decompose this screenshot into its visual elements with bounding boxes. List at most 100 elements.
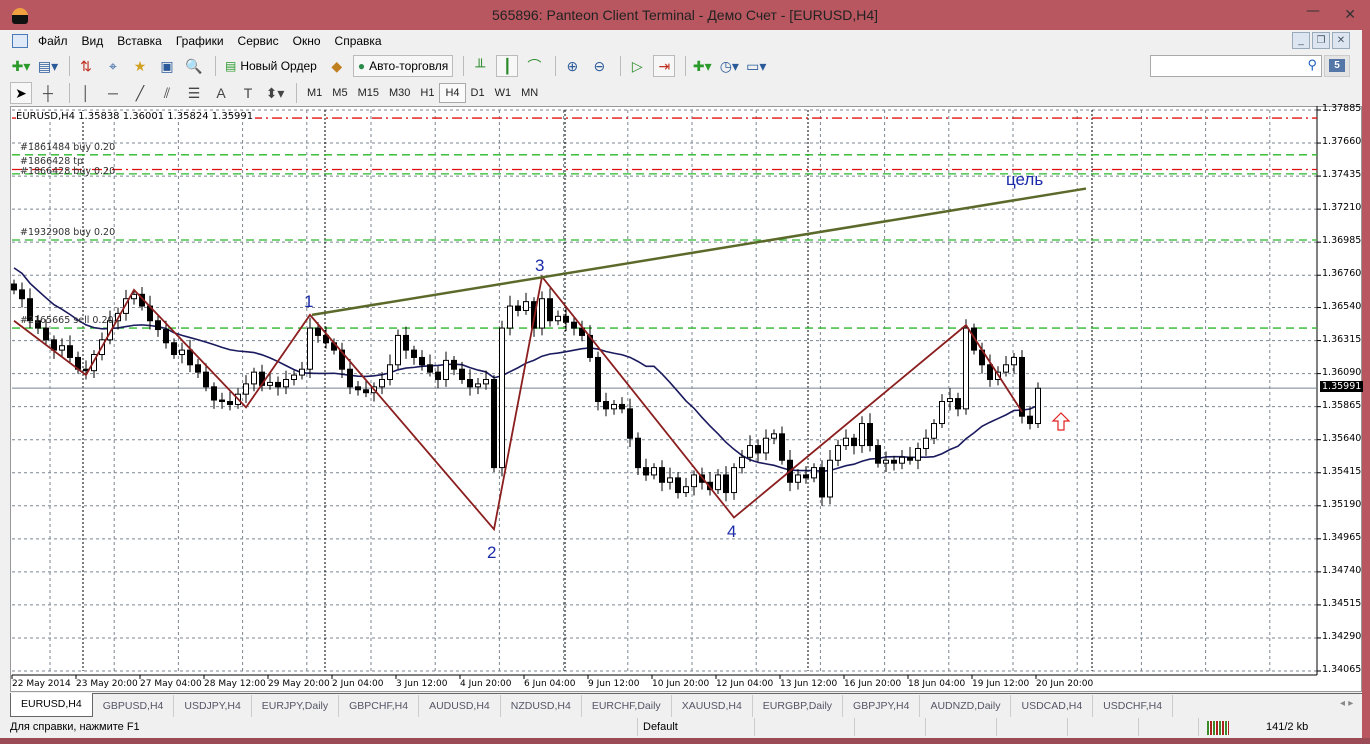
arrows-icon[interactable]: ⬍▾ xyxy=(265,84,285,101)
search-input[interactable]: ⚲ xyxy=(1150,55,1322,77)
timeframe-m15[interactable]: M15 xyxy=(357,87,379,99)
separator xyxy=(620,56,622,76)
chart-tab[interactable]: EURUSD,H4 xyxy=(10,693,93,717)
bar-chart-icon[interactable]: ╨ xyxy=(475,58,486,74)
new-chart-icon[interactable]: ✚▾ xyxy=(11,57,31,74)
order-label: #1932908 buy 0.20 xyxy=(20,226,116,238)
separator xyxy=(69,56,70,76)
cursor-icon[interactable]: ➤ xyxy=(10,82,32,104)
y-tick-label: 1.37435 xyxy=(1322,169,1362,181)
x-tick-label: 2 Jun 04:00 xyxy=(332,679,384,689)
timeframe-h4[interactable]: H4 xyxy=(439,83,466,103)
separator xyxy=(69,83,70,103)
chart-tab[interactable]: USDJPY,H4 xyxy=(174,695,252,717)
chart-tab[interactable]: NZDUSD,H4 xyxy=(501,695,582,717)
strategy-tester-icon[interactable]: 🔍 xyxy=(185,57,203,74)
search-icon[interactable]: ⚲ xyxy=(1307,57,1317,72)
timeframe-m30[interactable]: M30 xyxy=(388,87,411,99)
order-label: #2165665 sell 0.20 xyxy=(20,315,114,327)
wave-label: 3 xyxy=(535,256,545,275)
y-tick-label: 1.37210 xyxy=(1322,202,1362,214)
chart-window[interactable] xyxy=(10,106,1362,692)
chart-tab[interactable]: EURCHF,Daily xyxy=(582,695,672,717)
current-price-label: 1.35991 xyxy=(1320,381,1364,393)
y-tick-label: 1.36985 xyxy=(1322,235,1362,247)
menu-insert[interactable]: Вставка xyxy=(117,34,162,48)
zoom-out-icon[interactable]: ⊖ xyxy=(593,57,606,74)
text-icon[interactable]: A xyxy=(216,85,226,101)
y-tick-label: 1.34965 xyxy=(1322,531,1362,543)
mdi-minimize-button[interactable]: _ xyxy=(1292,32,1310,49)
menu-tools[interactable]: Сервис xyxy=(237,34,279,48)
title-bar: 565896: Panteon Client Terminal - Демо С… xyxy=(0,0,1370,30)
messages-button[interactable]: 5 xyxy=(1324,55,1350,77)
indicators-icon[interactable]: ✚▾ xyxy=(692,57,712,74)
horizontal-line-icon[interactable]: ─ xyxy=(108,85,118,101)
x-tick-label: 4 Jun 20:00 xyxy=(460,679,512,689)
chart-tab[interactable]: GBPUSD,H4 xyxy=(93,695,175,717)
menu-window[interactable]: Окно xyxy=(292,34,321,48)
new-order-button[interactable]: ▤ Новый Ордер xyxy=(221,55,321,77)
text-label-icon[interactable]: T xyxy=(243,85,253,101)
data-window-icon[interactable]: ⌖ xyxy=(109,57,117,74)
x-tick-label: 27 May 04:00 xyxy=(140,679,202,689)
chart-tab[interactable]: AUDUSD,H4 xyxy=(419,695,501,717)
vertical-line-icon[interactable]: │ xyxy=(81,85,91,101)
y-tick-label: 1.37660 xyxy=(1322,136,1362,148)
chart-tab[interactable]: EURJPY,Daily xyxy=(252,695,340,717)
metaeditor-icon[interactable]: ◆ xyxy=(331,57,343,74)
timeframe-w1[interactable]: W1 xyxy=(494,87,512,99)
y-tick-label: 1.35865 xyxy=(1322,399,1362,411)
timeframe-m1[interactable]: M1 xyxy=(307,87,323,99)
menu-help[interactable]: Справка xyxy=(334,34,382,48)
candlestick-icon[interactable]: ┃ xyxy=(496,55,519,77)
timeframe-h1[interactable]: H1 xyxy=(420,87,435,99)
status-profile: Default xyxy=(643,721,678,733)
chart-tab[interactable]: GBPJPY,H4 xyxy=(843,695,921,717)
profiles-icon[interactable]: ▤▾ xyxy=(37,57,59,74)
tab-scroll-arrows[interactable]: ◂ ▸ xyxy=(1340,698,1354,709)
chart-tab[interactable]: GBPCHF,H4 xyxy=(339,695,420,717)
equidistant-channel-icon[interactable]: ⫽ xyxy=(163,84,171,101)
mdi-close-button[interactable]: ✕ xyxy=(1332,32,1350,49)
y-tick-label: 1.37885 xyxy=(1322,103,1362,114)
separator xyxy=(215,56,216,76)
new-order-icon: ▤ xyxy=(225,59,237,73)
terminal-icon[interactable]: ▣ xyxy=(160,57,174,74)
chart-tab[interactable]: XAUUSD,H4 xyxy=(672,695,753,717)
x-tick-label: 16 Jun 20:00 xyxy=(844,679,902,689)
chart-tab[interactable]: USDCHF,H4 xyxy=(1093,695,1174,717)
line-chart-icon[interactable]: ⌒ xyxy=(527,58,542,74)
trendline-icon[interactable]: ╱ xyxy=(135,84,145,101)
market-watch-icon[interactable]: ⇅ xyxy=(80,57,92,74)
menu-view[interactable]: Вид xyxy=(81,34,104,48)
navigator-icon[interactable]: ★ xyxy=(133,57,147,74)
connection-status-icon[interactable] xyxy=(1207,721,1229,735)
line-studies-toolbar: ➤ ┼ │ ─ ╱ ⫽ ☰ A T ⬍▾ M1 M5 M15 M30 H1 H4… xyxy=(0,80,1362,106)
chart-window-icon[interactable] xyxy=(12,34,28,48)
wave-label: 2 xyxy=(487,543,497,562)
chart-tab[interactable]: AUDNZD,Daily xyxy=(920,695,1012,717)
autotrading-button[interactable]: ● Авто-торговля xyxy=(352,55,454,77)
chart-tab[interactable]: USDCAD,H4 xyxy=(1011,695,1094,717)
messages-count: 5 xyxy=(1329,59,1345,72)
auto-scroll-icon[interactable]: ▷ xyxy=(631,57,643,74)
separator xyxy=(685,56,687,76)
mdi-restore-button[interactable]: ❐ xyxy=(1312,32,1330,49)
separator xyxy=(463,56,465,76)
fibonacci-icon[interactable]: ☰ xyxy=(187,84,201,101)
crosshair-icon[interactable]: ┼ xyxy=(43,85,53,101)
zoom-in-icon[interactable]: ⊕ xyxy=(566,57,579,74)
minimize-button[interactable]: — xyxy=(1306,3,1320,19)
timeframe-m5[interactable]: M5 xyxy=(332,87,348,99)
close-window-button[interactable]: ✕ xyxy=(1344,7,1356,23)
menu-file[interactable]: Файл xyxy=(38,34,68,48)
templates-icon[interactable]: ▭▾ xyxy=(746,57,767,74)
menu-charts[interactable]: Графики xyxy=(175,34,224,48)
timeframe-d1[interactable]: D1 xyxy=(470,87,485,99)
timeframe-mn[interactable]: MN xyxy=(521,87,539,99)
periods-icon[interactable]: ◷▾ xyxy=(719,57,739,74)
new-order-label: Новый Ордер xyxy=(240,59,317,73)
chart-tab[interactable]: EURGBP,Daily xyxy=(753,695,844,717)
chart-shift-icon[interactable]: ⇥ xyxy=(653,55,676,77)
